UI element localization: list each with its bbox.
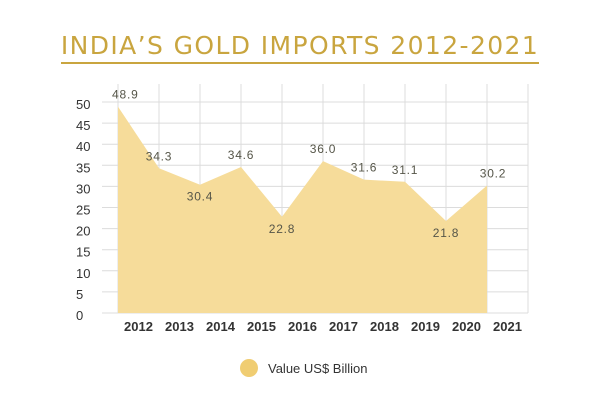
x-tick-label: 2019 xyxy=(411,319,440,334)
data-label: 36.0 xyxy=(310,142,337,156)
x-tick-label: 2013 xyxy=(165,319,194,334)
y-tick-label: 10 xyxy=(76,266,90,281)
y-tick-label: 50 xyxy=(76,97,90,112)
y-tick-label: 25 xyxy=(76,203,90,218)
x-tick-label: 2021 xyxy=(493,319,522,334)
data-label: 34.6 xyxy=(228,148,255,162)
x-tick-label: 2014 xyxy=(206,319,236,334)
chart-title: INDIA’S GOLD IMPORTS 2012-2021 xyxy=(60,32,540,64)
x-tick-label: 2018 xyxy=(370,319,399,334)
legend-label: Value US$ Billion xyxy=(268,360,368,376)
series-area xyxy=(118,106,487,313)
y-tick-label: 40 xyxy=(76,139,90,154)
x-tick-label: 2020 xyxy=(452,319,481,334)
x-tick-label: 2012 xyxy=(124,319,153,334)
legend-swatch xyxy=(240,359,258,377)
y-tick-label: 35 xyxy=(76,160,90,175)
data-label: 21.8 xyxy=(433,226,460,240)
data-label: 22.8 xyxy=(269,222,296,236)
y-tick-label: 45 xyxy=(76,118,90,133)
x-tick-label: 2016 xyxy=(288,319,317,334)
y-tick-label: 15 xyxy=(76,245,90,260)
data-label: 31.6 xyxy=(351,161,378,175)
data-label: 31.1 xyxy=(392,163,419,177)
y-tick-label: 20 xyxy=(76,224,90,239)
x-tick-label: 2017 xyxy=(329,319,358,334)
data-label: 48.9 xyxy=(112,88,139,102)
x-tick-label: 2015 xyxy=(247,319,276,334)
data-label: 30.2 xyxy=(480,167,507,181)
y-tick-label: 5 xyxy=(76,287,83,302)
chart-title-wrap: INDIA’S GOLD IMPORTS 2012-2021 xyxy=(0,32,600,64)
data-label: 30.4 xyxy=(187,190,214,204)
y-tick-label: 0 xyxy=(76,308,83,323)
data-label: 34.3 xyxy=(146,149,173,163)
y-tick-label: 30 xyxy=(76,181,90,196)
legend: Value US$ Billion xyxy=(240,359,367,377)
